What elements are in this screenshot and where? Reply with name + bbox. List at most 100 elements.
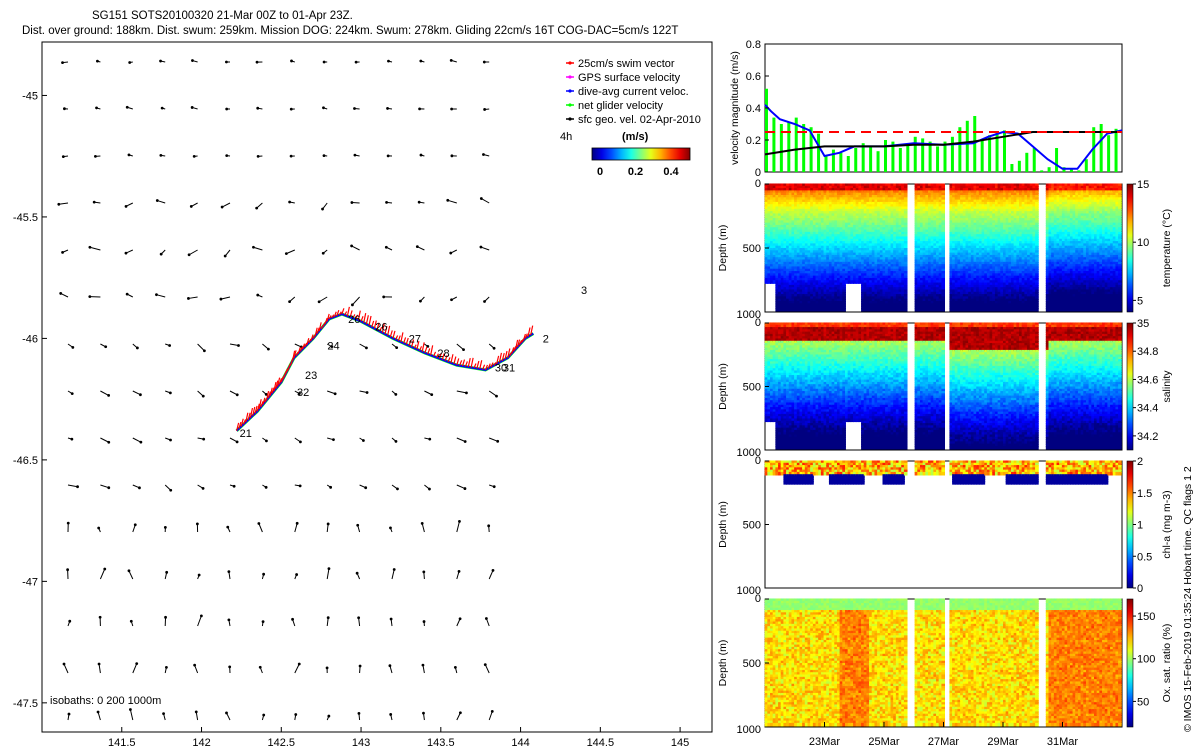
geo-velocity-arrowhead — [480, 197, 483, 200]
geo-velocity-arrowhead — [328, 567, 331, 570]
geo-velocity-arrowhead — [97, 527, 100, 530]
geo-velocity-arrowhead — [76, 485, 79, 488]
geo-velocity-arrowhead — [256, 61, 259, 64]
geo-velocity-arrowhead — [449, 252, 452, 255]
geo-velocity-arrowhead — [483, 61, 486, 64]
geo-velocity-arrowhead — [257, 155, 260, 158]
map-y-tick-label: -46 — [22, 333, 38, 345]
track-day-label: 28 — [437, 348, 449, 360]
geo-velocity-arrowhead — [267, 348, 270, 351]
geo-velocity-arrowhead — [356, 524, 359, 527]
geo-velocity-arrowhead — [290, 155, 293, 158]
geo-velocity-arrowhead — [95, 107, 98, 110]
legend-entry: sfc geo. vel. 02-Apr-2010 — [578, 114, 701, 126]
geo-velocity-arrowhead — [354, 154, 357, 157]
geo-velocity-arrowhead — [389, 527, 392, 530]
geo-velocity-arrowhead — [66, 568, 69, 571]
temperature-sample — [904, 308, 908, 312]
geo-velocity-arrowhead — [96, 60, 99, 63]
isobaths-label: isobaths: 0 200 1000m — [50, 695, 161, 707]
geo-velocity-arrowhead — [252, 246, 255, 249]
geo-velocity-arrowhead — [298, 663, 301, 666]
track-day-label: 26 — [348, 314, 360, 326]
geo-velocity-arrowhead — [67, 522, 70, 525]
geo-velocity-arrowhead — [71, 392, 74, 395]
geo-velocity-arrowhead — [68, 620, 71, 623]
track-day-label: 24 — [327, 341, 339, 353]
geo-velocity-arrowhead — [428, 438, 431, 441]
map-x-tick-label: 144.5 — [587, 737, 615, 749]
geo-velocity-arrowhead — [255, 207, 258, 210]
geo-velocity-arrowhead — [128, 61, 131, 64]
geo-velocity-arrowhead — [227, 570, 230, 573]
geo-velocity-arrowhead — [130, 620, 133, 623]
geo-velocity-arrowhead — [393, 568, 396, 571]
legend-colorbar-tick: 0 — [597, 166, 603, 178]
geo-velocity-arrowhead — [291, 618, 294, 621]
geo-velocity-arrowhead — [464, 487, 467, 490]
legend-marker — [568, 61, 571, 64]
geo-velocity-arrowhead — [285, 252, 288, 255]
track-day-label: 21 — [240, 428, 252, 440]
geo-velocity-arrowhead — [129, 708, 132, 711]
geo-velocity-arrowhead — [428, 488, 431, 491]
geo-velocity-arrowhead — [387, 154, 390, 157]
geo-velocity-arrowhead — [387, 60, 390, 63]
legend-colorbar-title: (m/s) — [622, 131, 649, 143]
geo-velocity-arrowhead — [107, 441, 110, 444]
legend-entry: 25cm/s swim vector — [578, 58, 675, 70]
figure: 2132232426262728303123141.5 142 142.5 143 14… — [0, 0, 1200, 750]
legend-entry: GPS surface velocity — [578, 72, 681, 84]
geo-velocity-arrowhead — [68, 713, 71, 716]
geo-velocity-arrowhead — [454, 666, 457, 669]
geo-velocity-arrowhead — [99, 616, 102, 619]
geo-velocity-arrowhead — [165, 666, 168, 669]
geo-velocity-arrowhead — [386, 107, 389, 110]
velocity-y-tick-label: 0.2 — [746, 135, 761, 147]
geo-velocity-arrowhead — [125, 205, 128, 208]
geo-velocity-arrowhead — [236, 393, 239, 396]
geo-velocity-arrowhead — [70, 438, 73, 441]
geo-velocity-arrowhead — [418, 201, 421, 204]
velocity-y-tick-label: 0.8 — [746, 39, 761, 51]
geo-velocity-arrowhead — [420, 154, 423, 157]
geo-velocity-arrowhead — [446, 199, 449, 202]
geo-velocity-arrowhead — [389, 713, 392, 716]
velocity-y-tick-label: 0.6 — [746, 71, 761, 83]
geo-velocity-arrowhead — [103, 568, 106, 571]
legend-marker — [568, 117, 571, 120]
geo-velocity-arrowhead — [71, 346, 74, 349]
track-day-label: 31 — [503, 363, 515, 375]
geo-velocity-arrowhead — [483, 300, 486, 303]
geo-velocity-arrowhead — [418, 107, 421, 110]
track-day-label: 32 — [297, 387, 309, 399]
geo-velocity-arrowhead — [294, 713, 297, 716]
geo-velocity-arrowhead — [450, 298, 453, 301]
temperature-sample — [842, 308, 846, 312]
geo-velocity-arrowhead — [88, 246, 91, 249]
legend-marker — [568, 89, 571, 92]
geo-velocity-arrowhead — [357, 616, 360, 619]
geo-velocity-arrowhead — [195, 710, 198, 713]
geo-velocity-arrowhead — [138, 486, 141, 489]
geo-velocity-arrowhead — [165, 571, 168, 574]
geo-velocity-arrowhead — [299, 484, 302, 487]
geo-velocity-arrowhead — [465, 391, 468, 394]
map-x-tick-label: 142 — [192, 737, 210, 749]
geo-velocity-arrowhead — [164, 616, 167, 619]
geo-velocity-arrowhead — [262, 714, 265, 717]
geo-velocity-arrowhead — [321, 208, 324, 211]
geo-velocity-arrowhead — [228, 666, 231, 669]
geo-velocity-arrowhead — [59, 292, 62, 295]
geo-velocity-arrowhead — [327, 715, 330, 718]
geo-velocity-arrowhead — [290, 60, 293, 63]
geo-velocity-arrowhead — [193, 155, 196, 158]
geo-velocity-arrowhead — [155, 293, 158, 296]
geo-velocity-arrowhead — [483, 108, 486, 111]
geo-velocity-arrowhead — [257, 522, 260, 525]
geo-velocity-arrowhead — [139, 441, 142, 444]
geo-velocity-arrowhead — [159, 154, 162, 157]
temperature-profiles — [765, 183, 1122, 311]
map-y-tick-label: -47.5 — [13, 698, 38, 710]
geo-velocity-arrowhead — [288, 201, 291, 204]
